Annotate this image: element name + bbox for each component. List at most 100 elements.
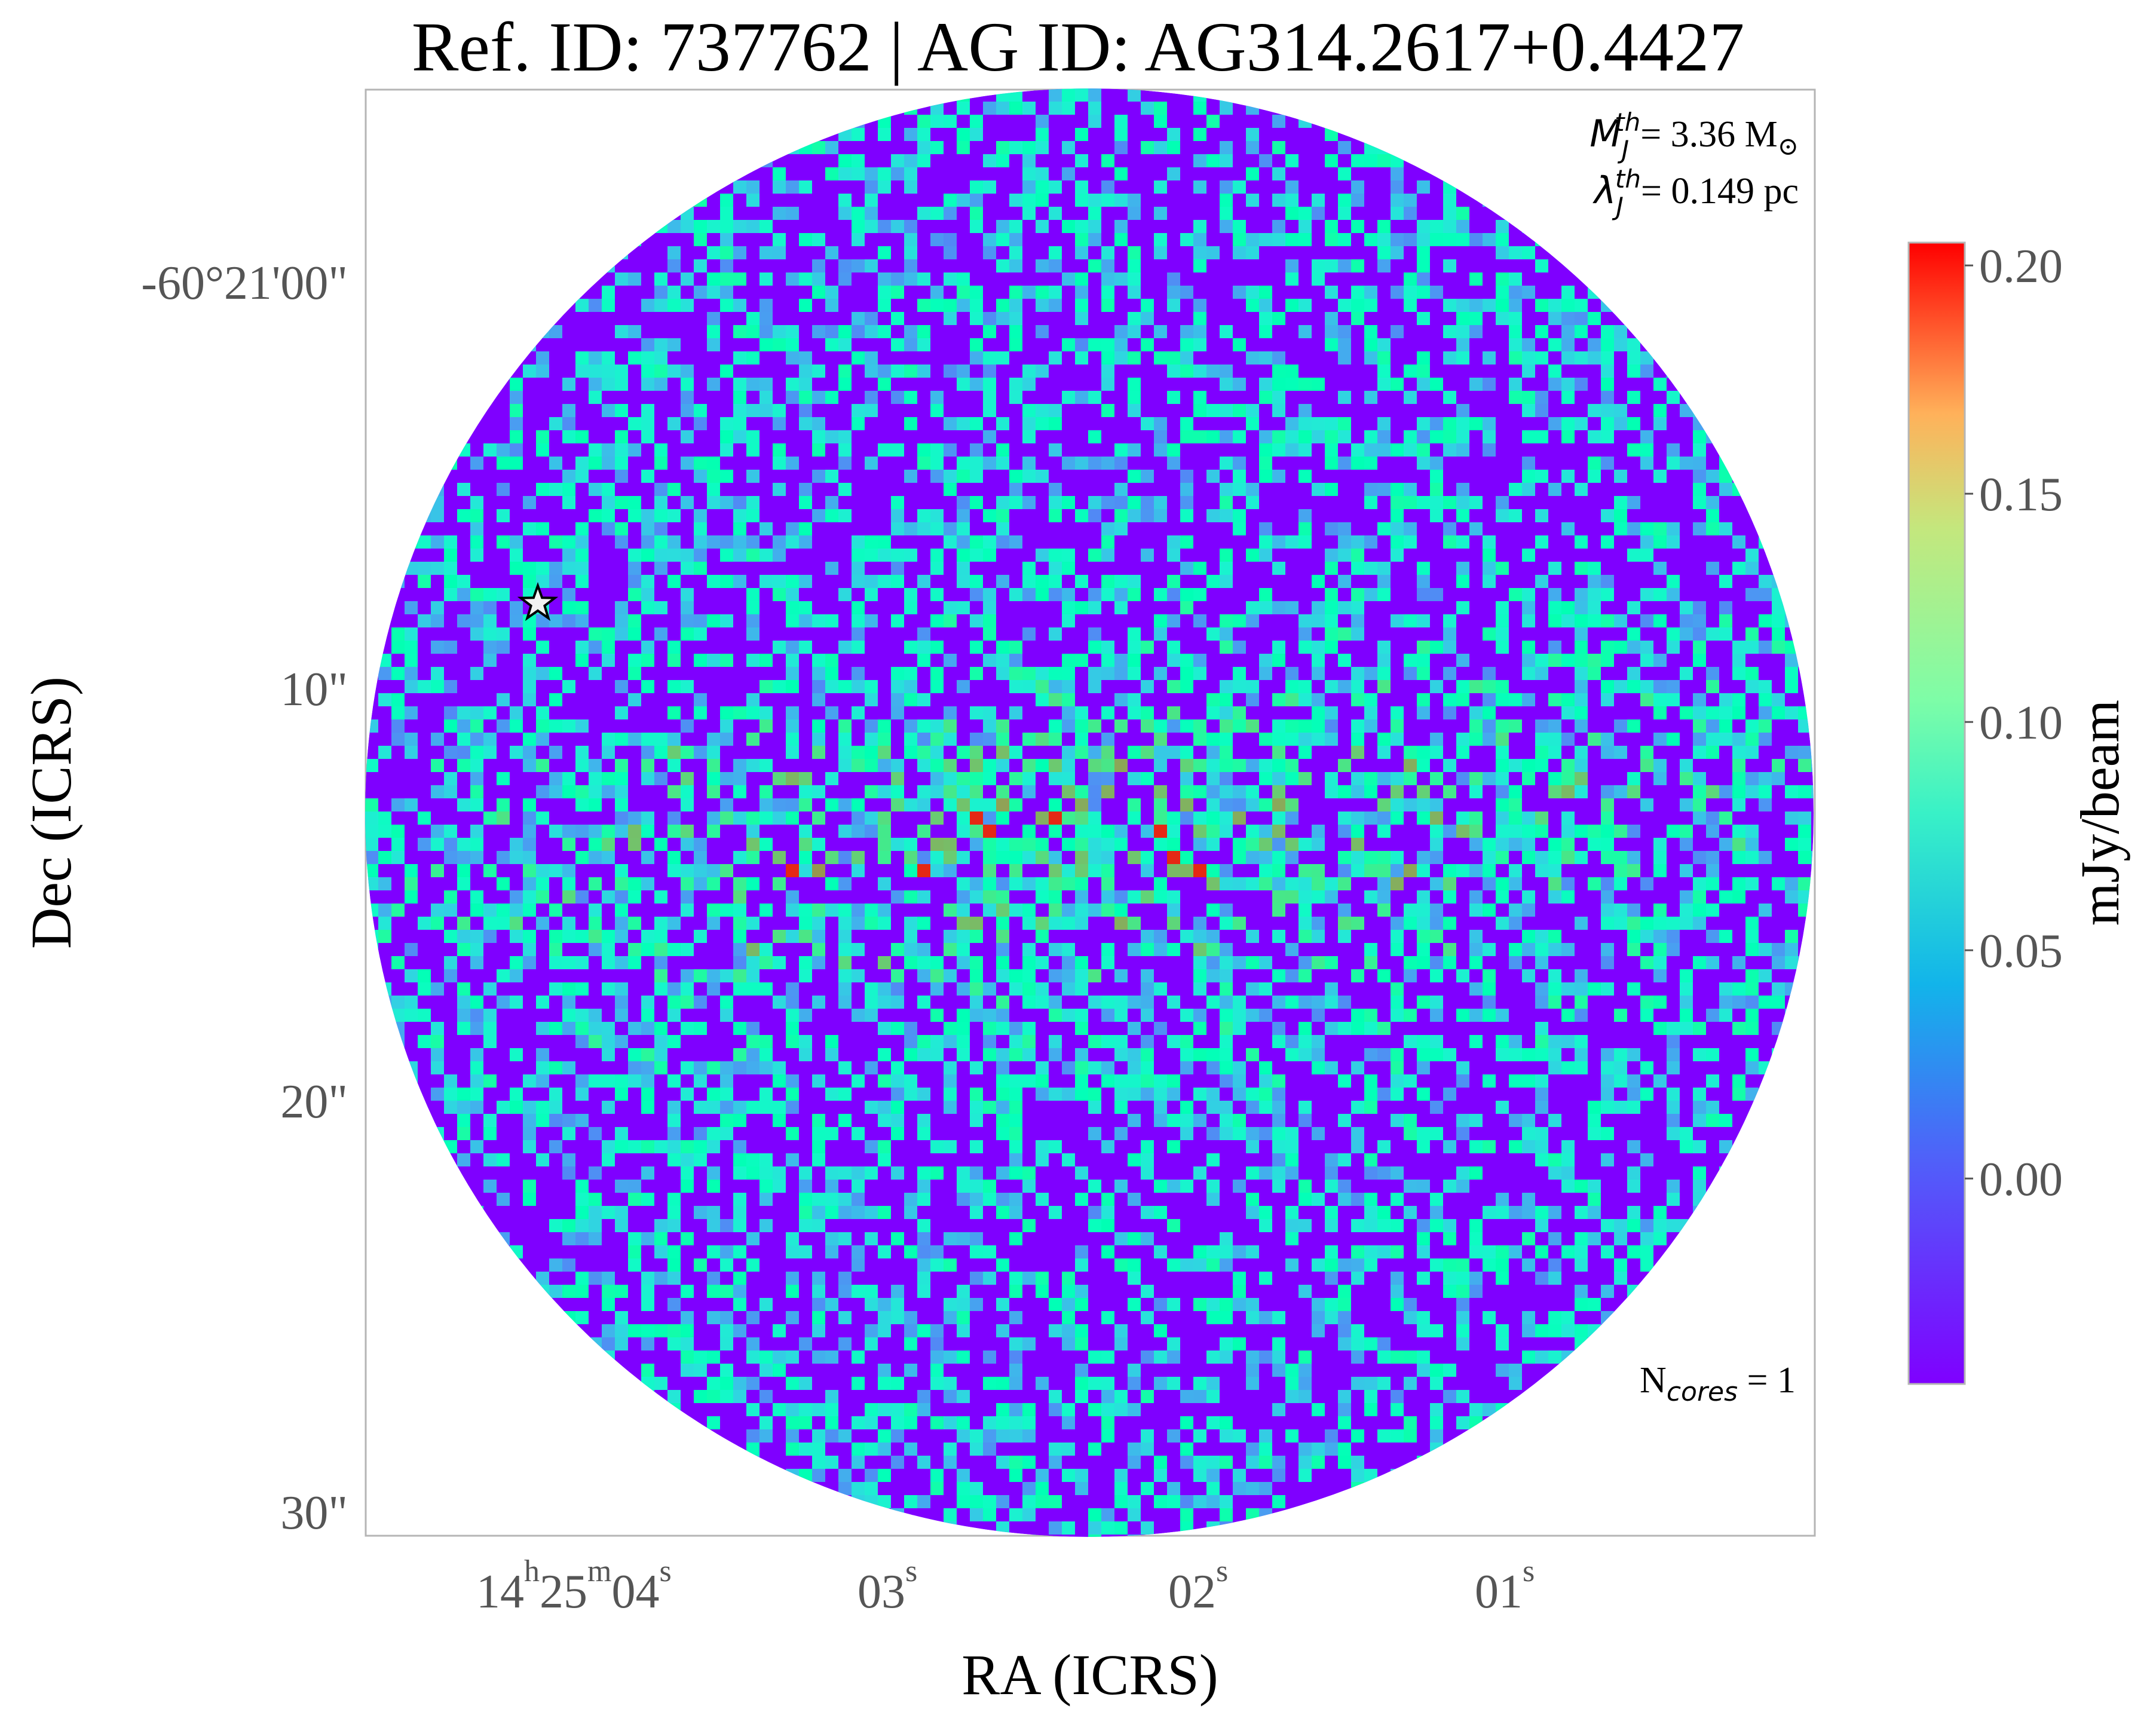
map-cell (641, 680, 654, 693)
map-cell (812, 1311, 825, 1324)
map-cell (694, 1206, 707, 1219)
map-cell (917, 522, 930, 535)
map-cell (1469, 496, 1483, 509)
map-cell (1088, 194, 1101, 207)
map-cell (852, 233, 865, 246)
map-cell (654, 943, 667, 956)
map-cell (1483, 378, 1496, 391)
map-cell (944, 706, 957, 719)
map-cell (1049, 798, 1062, 811)
map-cell (1246, 601, 1259, 614)
map-cell (1088, 1508, 1101, 1521)
map-cell (470, 1009, 483, 1022)
map-cell (602, 443, 615, 457)
map-cell (641, 1285, 654, 1298)
map-cell (1338, 627, 1351, 641)
map-cell (1167, 838, 1180, 851)
map-cell (1548, 1114, 1561, 1127)
map-cell (1298, 509, 1312, 522)
map-cell (983, 180, 996, 194)
map-cell (549, 562, 562, 575)
map-cell (773, 641, 786, 654)
map-cell (1075, 956, 1088, 969)
map-cell (760, 1153, 773, 1166)
map-cell (930, 588, 944, 601)
map-cell (878, 1048, 891, 1061)
map-cell (1101, 299, 1114, 312)
map-cell (1483, 904, 1496, 917)
map-cell (681, 798, 694, 811)
map-cell (1601, 680, 1614, 693)
map-cell (1312, 733, 1325, 746)
map-cell (1009, 470, 1022, 483)
map-cell (1588, 351, 1601, 365)
map-cell (930, 286, 944, 299)
map-cell (1417, 917, 1430, 930)
map-cell (615, 627, 628, 641)
map-cell (1338, 825, 1351, 838)
map-cell (549, 1140, 562, 1153)
map-cell (917, 627, 930, 641)
map-cell (1719, 811, 1732, 825)
map-cell (1588, 1298, 1601, 1311)
map-cell (957, 470, 970, 483)
map-cell (1640, 996, 1653, 1009)
map-cell (1220, 207, 1233, 220)
map-cell (996, 785, 1009, 798)
map-cell (1036, 1193, 1049, 1206)
map-cell (773, 1364, 786, 1377)
map-cell (1009, 1285, 1022, 1298)
map-cell (1036, 838, 1049, 851)
map-cell (1706, 864, 1719, 877)
map-cell (1430, 746, 1443, 759)
map-cell (1325, 220, 1338, 233)
map-cell (589, 351, 602, 365)
map-cell (786, 667, 799, 680)
map-cell (1535, 1035, 1548, 1048)
map-cell (1246, 1311, 1259, 1324)
map-cell (1443, 614, 1456, 627)
map-cell (1456, 1324, 1469, 1337)
map-cell (1022, 956, 1036, 969)
map-cell (681, 588, 694, 601)
map-cell (1430, 470, 1443, 483)
map-cell (1272, 904, 1285, 917)
map-cell (904, 391, 917, 404)
map-cell (1732, 654, 1745, 667)
map-cell (917, 746, 930, 759)
map-cell (852, 404, 865, 417)
map-cell (1128, 88, 1141, 102)
map-cell (1206, 904, 1220, 917)
map-cell (957, 272, 970, 286)
map-cell (746, 509, 760, 522)
map-cell (746, 706, 760, 719)
map-cell (852, 614, 865, 627)
map-cell (970, 1061, 983, 1074)
map-cell (1745, 825, 1759, 838)
map-cell (1377, 890, 1391, 904)
map-cell (549, 457, 562, 470)
map-cell (917, 207, 930, 220)
map-cell (865, 982, 878, 996)
map-cell (1456, 1166, 1469, 1180)
map-cell (773, 575, 786, 588)
map-cell (1180, 470, 1193, 483)
map-cell (825, 614, 838, 627)
map-cell (904, 1048, 917, 1061)
map-cell (1377, 430, 1391, 443)
map-cell (760, 1298, 773, 1311)
map-cell (878, 1377, 891, 1390)
map-cell (825, 562, 838, 575)
map-cell (1483, 535, 1496, 549)
map-cell (930, 1245, 944, 1258)
map-cell (1496, 798, 1509, 811)
map-cell (1561, 890, 1575, 904)
map-cell (720, 575, 733, 588)
map-cell (1101, 667, 1114, 680)
map-cell (930, 785, 944, 798)
map-cell (1338, 575, 1351, 588)
map-cell (891, 798, 904, 811)
map-cell (1377, 1166, 1391, 1180)
map-cell (1206, 930, 1220, 943)
map-cell (799, 785, 812, 798)
